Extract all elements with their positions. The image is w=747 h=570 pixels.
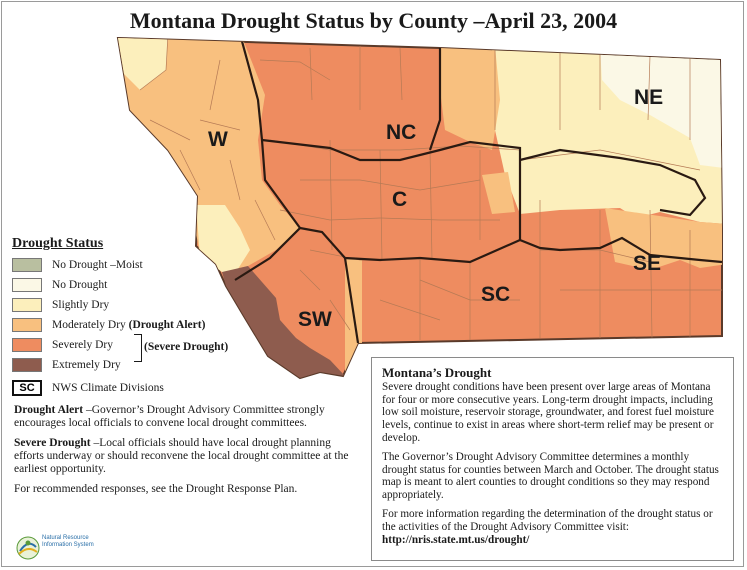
legend-title: Drought Status [12, 236, 104, 251]
climate-division-borders [234, 38, 722, 344]
area-sw-extremely-dry [222, 266, 345, 378]
legend-item-slightly-dry: Slightly Dry [12, 296, 242, 313]
county-lines [139, 38, 722, 340]
info-paragraph-1: Severe drought conditions have been pres… [382, 380, 714, 444]
legend-item-severely-dry: Severely Dry [12, 336, 242, 353]
severe-drought-bracket [134, 334, 142, 362]
legend-label: No Drought [52, 278, 108, 291]
legend-item-extremely-dry: Extremely Dry [12, 356, 242, 373]
recommended-responses: For recommended responses, see the Droug… [14, 483, 298, 495]
nris-logo-icon [16, 536, 40, 560]
area-west-slightly-dry [196, 205, 250, 272]
area-nc-moderately-dry [440, 44, 500, 150]
legend-item-no-drought: No Drought [12, 276, 242, 293]
legend-label: No Drought –Moist [52, 258, 143, 271]
region-label-nc: NC [386, 121, 416, 144]
region-label-se: SE [633, 252, 661, 275]
legend-item-climate-divisions: SC NWS Climate Divisions [12, 379, 242, 396]
legend-swatch [12, 297, 42, 312]
region-label-w: W [208, 128, 228, 151]
legend-label: NWS Climate Divisions [52, 381, 164, 394]
legend-label: Extremely Dry [52, 358, 121, 371]
info-paragraph-3: For more information regarding the deter… [382, 507, 713, 546]
drought-notes: Drought Alert –Governor’s Drought Adviso… [14, 404, 354, 503]
info-heading: Montana’s Drought [382, 365, 492, 380]
area-central-moderately-dry [482, 172, 515, 214]
region-label-ne: NE [634, 86, 663, 109]
legend-item-moderately-dry: Moderately Dry (Drought Alert) [12, 316, 242, 333]
area-west-moderately-dry [118, 38, 300, 272]
legend-swatch [12, 337, 42, 352]
drought-url: http://nris.state.mt.us/drought/ [382, 533, 530, 546]
climate-division-symbol: SC [12, 379, 42, 396]
region-label-c: C [392, 188, 407, 211]
drought-alert-note: (Drought Alert) [128, 318, 206, 331]
montana-drought-info: Montana’s Drought Severe drought conditi… [371, 357, 734, 561]
map-title: Montana Drought Status by County –April … [129, 8, 618, 33]
area-se-moderately-dry [605, 208, 722, 270]
legend: Drought Status No Drought –Moist No Drou… [12, 236, 242, 399]
area-west-slightly-dry-2 [118, 38, 168, 90]
severe-drought-note: (Severe Drought) [144, 341, 229, 353]
legend-swatch [12, 317, 42, 332]
legend-item-no-drought-moist: No Drought –Moist [12, 256, 242, 273]
region-label-sw: SW [298, 308, 332, 331]
drought-alert-note-text: Drought Alert –Governor’s Drought Adviso… [14, 404, 325, 429]
nris-logo-text: Natural Resource Information System [42, 535, 94, 548]
region-label-sc: SC [481, 283, 510, 306]
info-paragraph-2: The Governor’s Drought Advisory Committe… [382, 450, 719, 502]
severe-drought-note-text: Severe Drought –Local officials should h… [14, 437, 349, 475]
legend-label: Severely Dry [52, 338, 113, 351]
legend-label: Moderately Dry (Drought Alert) [52, 318, 206, 331]
legend-swatch [12, 257, 42, 272]
area-northeast-no-drought [600, 48, 722, 170]
legend-swatch [12, 357, 42, 372]
legend-swatch [12, 277, 42, 292]
legend-label: Slightly Dry [52, 298, 110, 311]
